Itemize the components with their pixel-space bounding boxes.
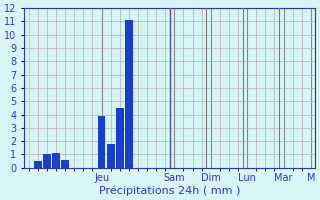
Bar xyxy=(98,116,105,168)
X-axis label: Précipitations 24h ( mm ): Précipitations 24h ( mm ) xyxy=(99,185,241,196)
Bar xyxy=(43,154,51,168)
Bar xyxy=(52,153,60,168)
Bar xyxy=(34,161,42,168)
Bar xyxy=(125,20,133,168)
Bar xyxy=(61,160,69,168)
Bar xyxy=(107,144,115,168)
Bar xyxy=(116,108,124,168)
